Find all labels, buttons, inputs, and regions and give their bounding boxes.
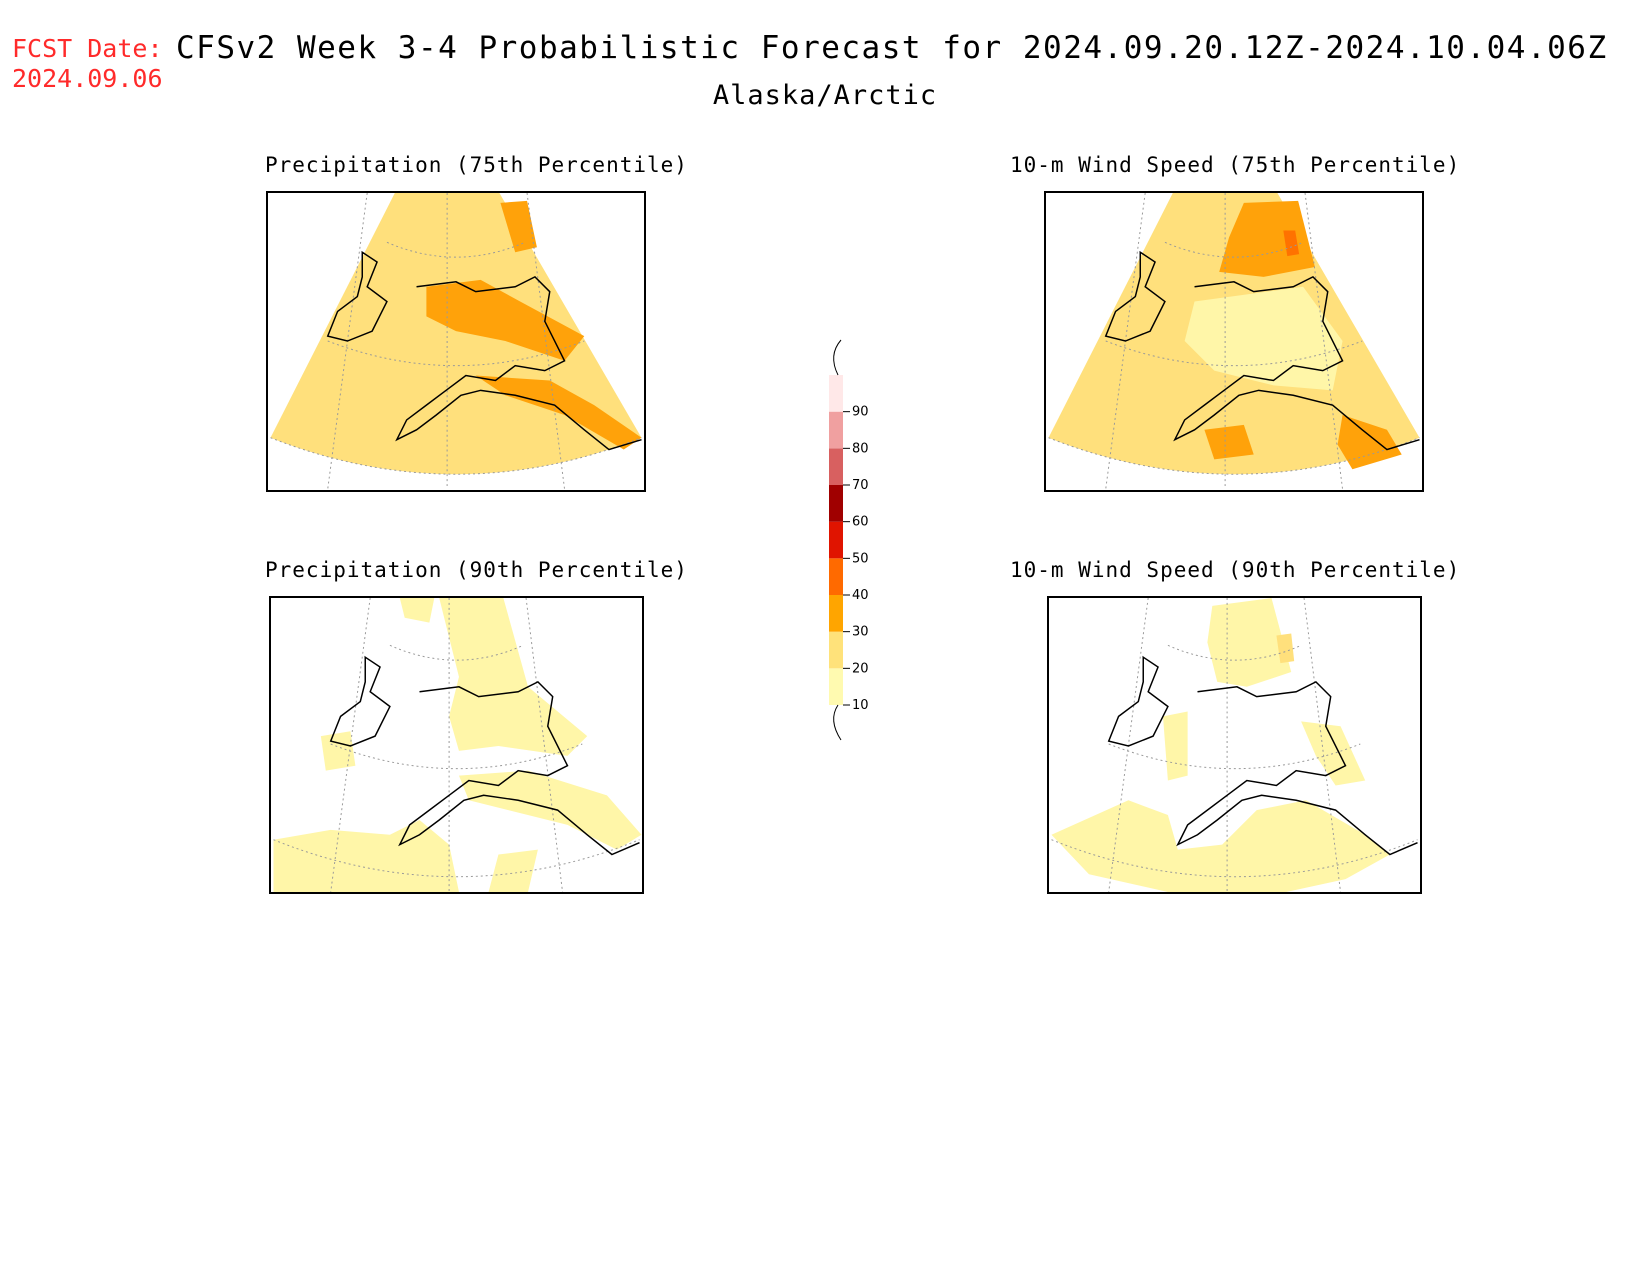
colorbar-label: 90	[852, 405, 869, 420]
page-title: CFSv2 Week 3-4 Probabilistic Forecast fo…	[176, 30, 1608, 66]
colorbar-swatch	[829, 375, 843, 412]
map-highlight-light	[1051, 800, 1390, 892]
colorbar-swatch	[829, 521, 843, 559]
colorbar-swatch	[829, 411, 843, 449]
map-wind-75	[1048, 193, 1420, 490]
map-highlight	[1204, 424, 1254, 460]
colorbar-swatch	[829, 448, 843, 485]
region-subtitle: Alaska/Arctic	[712, 80, 938, 111]
map-highlight-light	[320, 731, 356, 771]
map-highlight	[475, 375, 642, 450]
colorbar-label: 40	[852, 588, 869, 603]
map-fill-light	[1184, 286, 1343, 391]
coastline	[1104, 250, 1420, 451]
panel-title-precip-75: Precipitation (75th Percentile)	[265, 153, 688, 177]
colorbar-bottom-arrow	[833, 704, 842, 741]
colorbar-top-arrow	[833, 339, 842, 376]
map-wind-90	[1051, 598, 1418, 892]
forecast-date-value: 2024.09.06	[12, 64, 163, 93]
colorbar-swatch	[829, 668, 843, 705]
coastline	[1107, 655, 1418, 856]
map-panel-wind-75	[1044, 191, 1424, 492]
map-highlight-light	[439, 598, 588, 756]
colorbar-label: 80	[852, 441, 869, 456]
colorbar-label: 20	[852, 661, 869, 676]
map-highlight	[1276, 633, 1295, 664]
coastline	[326, 250, 642, 451]
colorbar-label: 50	[852, 551, 869, 566]
map-highlight-light	[399, 598, 435, 623]
panel-title-wind-75: 10-m Wind Speed (75th Percentile)	[1010, 153, 1461, 177]
map-highlight	[426, 279, 585, 361]
map-highlight	[500, 200, 537, 253]
map-panel-wind-90	[1047, 596, 1422, 894]
forecast-date-label: FCST Date:	[12, 34, 163, 63]
map-highlight-light	[1301, 721, 1366, 786]
map-highlight-light	[273, 819, 459, 892]
colorbar-label: 10	[852, 698, 869, 713]
map-highlight-light	[488, 849, 538, 892]
map-highlight-light	[1162, 711, 1188, 781]
map-highlight	[1283, 230, 1300, 257]
map-panel-precip-90	[269, 596, 644, 894]
forecast-date: FCST Date: 2024.09.06	[12, 34, 163, 94]
map-highlight	[1337, 415, 1402, 470]
map-fill	[270, 193, 642, 475]
colorbar-label: 70	[852, 478, 869, 493]
map-precip-75	[270, 193, 642, 490]
map-highlight-light	[1207, 598, 1292, 687]
colorbar-swatch	[829, 631, 843, 669]
coastline	[329, 655, 640, 856]
map-panel-precip-75	[266, 191, 646, 492]
map-highlight	[1219, 200, 1315, 277]
colorbar: 10 20 30 40 50 60 70 80 90	[829, 339, 869, 741]
panel-title-precip-90: Precipitation (90th Percentile)	[265, 558, 688, 582]
panel-title-wind-90: 10-m Wind Speed (90th Percentile)	[1010, 558, 1461, 582]
colorbar-swatch	[829, 485, 843, 522]
colorbar-swatch	[829, 595, 843, 632]
map-precip-90	[273, 598, 642, 892]
colorbar-label: 60	[852, 515, 869, 530]
colorbar-label: 30	[852, 625, 869, 640]
colorbar-swatch	[829, 558, 843, 595]
map-highlight-light	[458, 770, 642, 850]
